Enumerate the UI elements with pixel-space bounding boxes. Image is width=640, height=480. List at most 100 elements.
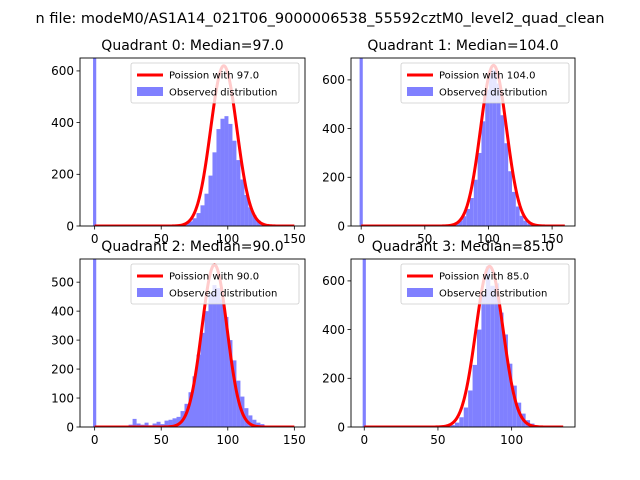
quadrant-0-axes-frame	[79, 57, 306, 227]
quadrant-0-hist-bar-7	[204, 193, 209, 226]
quadrant-2-hist-bar-11	[172, 418, 177, 427]
quadrant-1-hist-bar-8	[477, 152, 482, 226]
quadrant-3-hist-bar-8	[481, 294, 486, 427]
quadrant-0-xtick-label-1: 50	[154, 232, 169, 246]
quadrant-0-xtick-label-2: 100	[216, 232, 239, 246]
quadrant-2-hist-bar-7	[156, 421, 161, 427]
quadrant-1-hist-bar-14	[500, 115, 505, 226]
quadrant-1-hist-bar-9	[481, 121, 486, 226]
quadrant-0-legend-patch-swatch	[137, 87, 163, 96]
quadrant-1-hist-bar-12	[492, 70, 497, 226]
quadrant-0-hist-bar-13	[228, 123, 233, 226]
quadrant-3-hist-bar-9	[485, 266, 491, 427]
quadrant-3-panel: 0 50 100 0 200 400 600 Quadrant 3: Median=85.0 P…	[322, 239, 576, 447]
quadrant-1-legend: Poission with 104.0 Observed distribution	[400, 62, 570, 104]
quadrant-3-hist-bar-4	[463, 407, 469, 427]
quadrant-0-hist-bar-14	[232, 140, 237, 226]
quadrant-0-ytick-label-1: 200	[51, 168, 74, 182]
quadrant-0-hist-bar-20	[256, 220, 261, 226]
quadrant-0-hist-bar-8	[208, 175, 213, 226]
quadrant-1-xtick-label-3: 150	[541, 232, 564, 246]
quadrant-2-legend: Poission with 90.0 Observed distribution	[130, 263, 300, 305]
quadrant-3-plot-area	[362, 259, 565, 427]
quadrant-3-xtick-label-1: 50	[430, 433, 445, 447]
quadrant-0-zero-bin-bar	[93, 58, 97, 226]
quadrant-2-hist-bar-19	[204, 311, 209, 427]
quadrant-1-legend-patch-swatch	[407, 87, 433, 96]
quadrant-3-hist-bar-11	[494, 283, 500, 427]
quadrant-2-hist-bar-21	[212, 285, 217, 427]
quadrant-0-legend-patch-label: Observed distribution	[169, 88, 277, 99]
quadrant-1-panel: 0 50 100 150 0 200 400 600 Quadrant 1: Median=10…	[322, 38, 576, 246]
quadrant-3-ytick-label-1: 200	[322, 372, 345, 386]
quadrant-0-legend-box	[130, 62, 300, 104]
quadrant-1-ytick-label-0: 0	[337, 219, 345, 233]
quadrant-2-ytick-label-0: 0	[66, 420, 74, 434]
quadrant-3-ytick-label-3: 600	[322, 274, 345, 288]
quadrant-2-axes-frame	[79, 258, 306, 428]
quadrant-1-ytick-label-2: 400	[322, 122, 345, 136]
quadrant-1-legend-patch-label: Observed distribution	[439, 88, 547, 99]
quadrant-2-xtick-label-1: 50	[154, 433, 169, 447]
quadrant-1-hist-bar-4	[462, 216, 467, 226]
quadrant-0-ytick-label-2: 400	[51, 116, 74, 130]
quadrant-0-hist-bar-11	[220, 118, 225, 226]
quadrant-3-hist-bar-10	[490, 285, 495, 427]
quadrant-2-hist-bar-31	[252, 419, 257, 427]
quadrant-1-hist-bar-6	[470, 198, 474, 226]
quadrant-3-ytick-label-0: 0	[337, 420, 345, 434]
quadrant-3-ytick-label-2: 400	[322, 323, 345, 337]
quadrant-3-axes-frame	[350, 258, 576, 428]
quadrant-3-title: Quadrant 3: Median=85.0	[372, 239, 554, 255]
quadrant-0-ytick-label-3: 600	[51, 64, 74, 78]
quadrant-2-legend-patch-swatch	[137, 288, 163, 297]
quadrant-0-hist-bar-5	[196, 213, 201, 226]
quadrant-0-legend-line-label: Poission with 97.0	[169, 71, 259, 82]
quadrant-1-hist-bar-13	[496, 83, 501, 226]
quadrant-3-hist-bar-2	[454, 422, 460, 427]
quadrant-1-plot-area	[359, 58, 566, 226]
quadrant-1-legend-box	[400, 62, 570, 104]
quadrant-2-zero-bin-bar	[93, 259, 97, 427]
quadrant-0-panel: 0 50 100 150 0 200 400 600 Quadrant 0: Median=97…	[51, 38, 306, 246]
quadrant-0-poisson-line	[93, 64, 296, 226]
quadrant-1-hist-bar-16	[508, 171, 512, 226]
quadrant-2-hist-bar-29	[244, 408, 249, 427]
quadrant-2-hist-bar-24	[224, 316, 229, 427]
quadrant-2-hist-bar-25	[228, 340, 233, 427]
quadrant-1-ytick-label-3: 600	[322, 73, 345, 87]
quadrant-2-hist-bar-15	[188, 392, 193, 427]
quadrant-0-hist-bar-12	[224, 116, 229, 226]
quadrant-3-hist-bar-7	[477, 329, 482, 427]
quadrant-3-legend: Poission with 85.0 Observed distribution	[400, 263, 570, 305]
quadrant-0-hist-bar-10	[216, 129, 221, 226]
quadrant-1-hist-bar-18	[515, 206, 520, 226]
quadrant-2-hist-bar-6	[152, 423, 157, 427]
quadrant-1-zero-bin-bar	[359, 58, 363, 226]
quadrant-2-panel: 0 50 100 150 0 100 200 300 400 500 Quadrant 2: Med…	[51, 239, 306, 447]
quadrant-1-xtick-label-1: 50	[417, 232, 432, 246]
quadrant-0-xtick-label-3: 150	[283, 232, 306, 246]
quadrant-0-hist-bar-18	[248, 207, 253, 226]
quadrant-0-plot-area	[93, 58, 296, 226]
quadrant-2-hist-bar-1	[132, 418, 137, 427]
quadrant-3-hist-bar-6	[472, 364, 477, 427]
quadrant-2-xtick-label-3: 150	[283, 433, 306, 447]
quadrant-2-hist-bar-18	[200, 332, 205, 427]
quadrant-0-xtick-label-0: 0	[91, 232, 99, 246]
quadrant-0-hist-bar-4	[192, 218, 197, 226]
quadrant-3-hist-bar-15	[512, 385, 517, 427]
quadrant-1-hist-bar-5	[466, 208, 470, 226]
quadrant-1-title: Quadrant 1: Median=104.0	[367, 38, 558, 54]
quadrant-3-xtick-label-2: 100	[500, 433, 523, 447]
quadrant-2-hist-bar-20	[208, 293, 213, 427]
quadrant-1-ytick-label-1: 200	[322, 171, 345, 185]
quadrant-1-hist-bar-7	[473, 179, 478, 226]
quadrant-1-poisson-line	[360, 63, 566, 226]
quadrant-2-ytick-label-4: 400	[51, 304, 74, 318]
quadrant-1-hist-bar-21	[527, 223, 532, 226]
quadrant-0-ytick-label-0: 0	[66, 219, 74, 233]
quadrant-2-xtick-label-2: 100	[216, 433, 239, 447]
quadrant-3-hist-bar-14	[507, 363, 513, 427]
